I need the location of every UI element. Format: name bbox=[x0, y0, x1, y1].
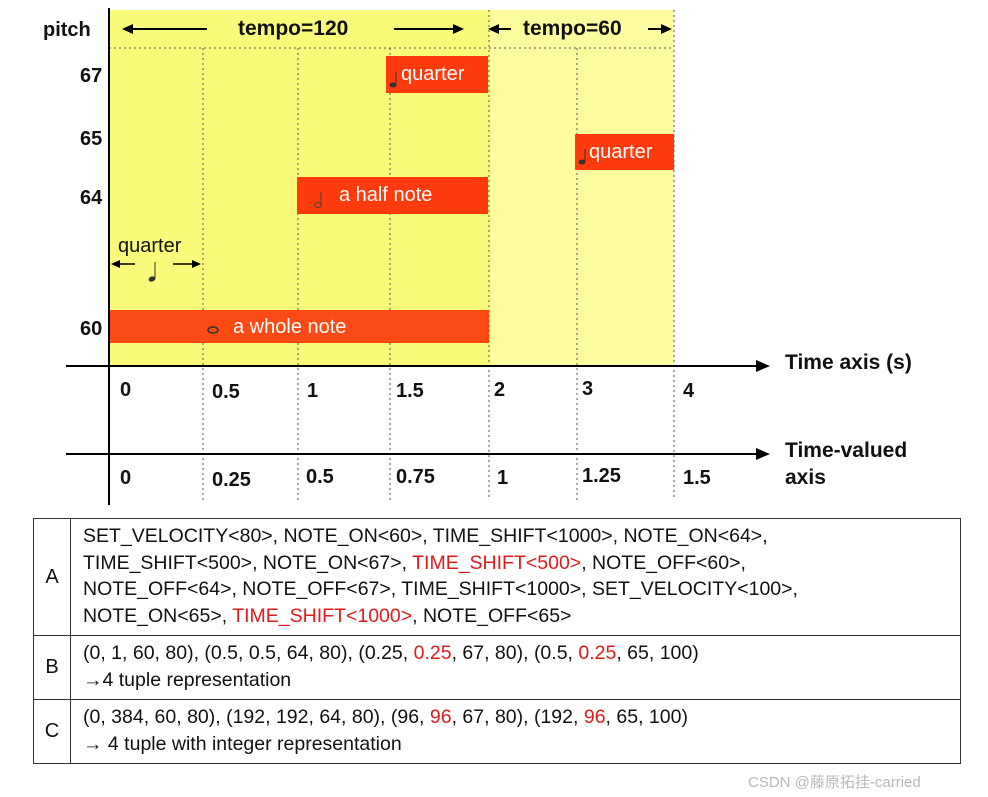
watermark: CSDN @藤原拓挂-carried bbox=[748, 774, 921, 791]
row-line: → 4 tuple with integer representation bbox=[83, 731, 948, 758]
table-row: A SET_VELOCITY<80>, NOTE_ON<60>, TIME_SHI… bbox=[33, 518, 961, 636]
y-axis-label: pitch bbox=[43, 19, 91, 41]
note-bar-67 bbox=[386, 56, 488, 93]
row-line: →4 tuple representation bbox=[83, 667, 948, 694]
note-bar-65 bbox=[575, 134, 674, 170]
time-valued-tick: 0.25 bbox=[212, 469, 251, 491]
highlighted-text: TIME_SHIFT<500> bbox=[412, 551, 582, 574]
row-value: SET_VELOCITY<80>, NOTE_ON<60>, TIME_SHIF… bbox=[70, 518, 961, 636]
row-key: B bbox=[33, 635, 71, 700]
grid-lines bbox=[109, 10, 675, 500]
time-valued-axis-label-line1: Time-valued bbox=[785, 439, 908, 462]
text-segment: →4 tuple representation bbox=[83, 668, 292, 691]
row-line: NOTE_OFF<64>, NOTE_OFF<67>, TIME_SHIFT<1… bbox=[83, 576, 948, 603]
text-segment: , 67, 80), (192, bbox=[451, 706, 584, 728]
quarter-note-icon bbox=[578, 149, 586, 165]
highlighted-text: 0.25 bbox=[413, 642, 452, 664]
quarter-span-arrow bbox=[111, 260, 201, 268]
axes bbox=[66, 8, 770, 505]
time-valued-tick: 1 bbox=[497, 467, 509, 489]
text-segment: , 65, 100) bbox=[616, 642, 699, 664]
time-valued-tick: 0 bbox=[120, 467, 132, 489]
time-tick: 2 bbox=[494, 379, 506, 401]
pitch-label-60: 60 bbox=[80, 318, 103, 340]
time-tick: 0.5 bbox=[212, 381, 240, 403]
time-axis-label: Time axis (s) bbox=[785, 351, 912, 374]
tempo-60-region bbox=[489, 10, 674, 366]
time-tick: 1 bbox=[307, 380, 319, 402]
time-tick: 0 bbox=[120, 379, 132, 401]
time-valued-tick: 0.5 bbox=[306, 466, 334, 488]
time-tick: 1.5 bbox=[396, 380, 424, 402]
tempo-60-label: tempo=60 bbox=[523, 17, 622, 40]
text-segment: TIME_SHIFT<500>, NOTE_ON<67>, bbox=[83, 551, 413, 574]
note-label-60: a whole note bbox=[233, 316, 347, 338]
highlighted-text: 0.25 bbox=[578, 642, 617, 664]
row-key: C bbox=[33, 699, 71, 764]
row-key: A bbox=[33, 518, 71, 636]
table-row: C (0, 384, 60, 80), (192, 192, 64, 80), (… bbox=[33, 699, 961, 764]
text-segment: , NOTE_OFF<60>, bbox=[581, 551, 746, 574]
text-segment: , NOTE_OFF<65> bbox=[412, 604, 572, 627]
note-bar-64 bbox=[297, 177, 488, 214]
highlighted-text: TIME_SHIFT<1000> bbox=[232, 604, 413, 627]
half-note-icon bbox=[314, 192, 322, 208]
tempo-120-label: tempo=120 bbox=[238, 17, 349, 40]
row-value: (0, 1, 60, 80), (0.5, 0.5, 64, 80), (0.2… bbox=[70, 635, 961, 700]
text-segment: NOTE_OFF<64>, NOTE_OFF<67>, TIME_SHIFT<1… bbox=[83, 578, 798, 600]
note-label-64: a half note bbox=[339, 184, 433, 206]
text-segment: , 65, 100) bbox=[605, 706, 688, 728]
text-segment: , 67, 80), (0.5, bbox=[451, 642, 579, 664]
pitch-label-64: 64 bbox=[80, 187, 103, 209]
time-valued-tick: 1.25 bbox=[582, 465, 621, 487]
tempo-arrows bbox=[122, 24, 672, 34]
text-segment: → 4 tuple with integer representation bbox=[83, 732, 402, 755]
highlighted-text: 96 bbox=[583, 706, 606, 728]
text-segment: SET_VELOCITY<80>, NOTE_ON<60>, TIME_SHIF… bbox=[83, 525, 768, 547]
row-line: (0, 1, 60, 80), (0.5, 0.5, 64, 80), (0.2… bbox=[83, 640, 948, 667]
row-line: (0, 384, 60, 80), (192, 192, 64, 80), (9… bbox=[83, 704, 948, 731]
row-line: NOTE_ON<65>, TIME_SHIFT<1000>, NOTE_OFF<… bbox=[83, 603, 948, 630]
time-valued-tick: 1.5 bbox=[683, 467, 711, 489]
quarter-span-label: quarter bbox=[118, 235, 182, 257]
whole-note-icon bbox=[207, 326, 219, 334]
row-line: SET_VELOCITY<80>, NOTE_ON<60>, TIME_SHIF… bbox=[83, 523, 948, 550]
text-segment: NOTE_ON<65>, bbox=[83, 604, 233, 627]
time-valued-tick: 0.75 bbox=[396, 466, 435, 488]
piano-roll-diagram bbox=[66, 8, 770, 505]
time-tick: 4 bbox=[683, 380, 695, 402]
time-valued-axis-label-line2: axis bbox=[785, 466, 826, 489]
quarter-note-icon bbox=[389, 72, 397, 88]
time-tick: 3 bbox=[582, 378, 594, 400]
pitch-label-65: 65 bbox=[80, 128, 103, 150]
note-label-67: quarter bbox=[401, 63, 465, 85]
note-bar-60 bbox=[109, 310, 489, 343]
representation-table: A SET_VELOCITY<80>, NOTE_ON<60>, TIME_SHI… bbox=[33, 518, 961, 764]
text-segment: (0, 384, 60, 80), (192, 192, 64, 80), (9… bbox=[83, 706, 430, 728]
table-row: B (0, 1, 60, 80), (0.5, 0.5, 64, 80), (0.… bbox=[33, 635, 961, 700]
quarter-note-icon bbox=[148, 262, 156, 282]
highlighted-text: 96 bbox=[429, 706, 452, 728]
note-label-65: quarter bbox=[589, 141, 653, 163]
pitch-label-67: 67 bbox=[80, 65, 103, 87]
row-line: TIME_SHIFT<500>, NOTE_ON<67>, TIME_SHIFT… bbox=[83, 550, 948, 577]
row-value: (0, 384, 60, 80), (192, 192, 64, 80), (9… bbox=[70, 699, 961, 764]
text-segment: (0, 1, 60, 80), (0.5, 0.5, 64, 80), (0.2… bbox=[83, 642, 414, 664]
